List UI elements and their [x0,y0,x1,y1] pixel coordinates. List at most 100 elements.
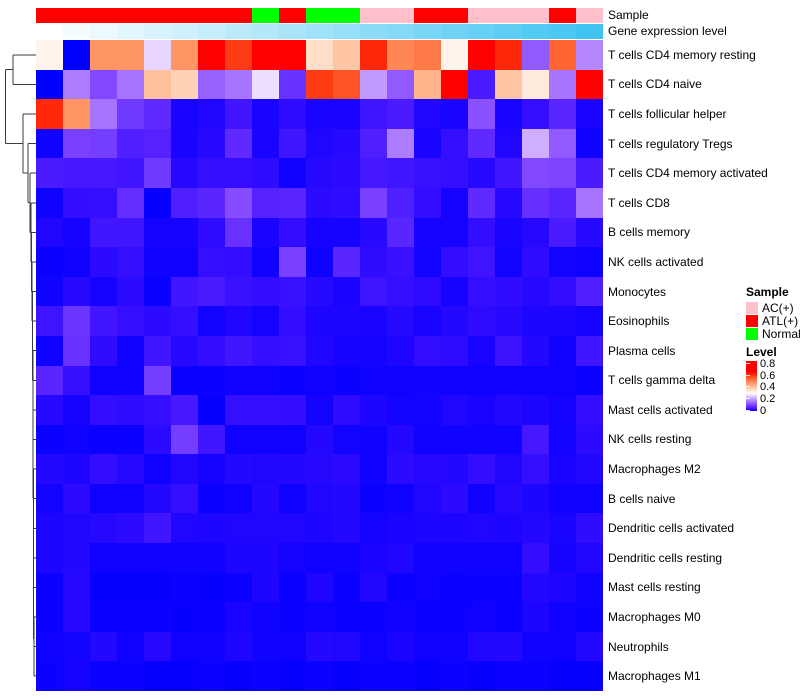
heatmap-cell [387,454,414,484]
heatmap-cell [171,187,198,218]
heatmap-cell [387,424,414,455]
heatmap-cell [495,128,522,159]
heatmap-cell [441,158,468,188]
heatmap-cell [360,128,387,159]
heatmap-cell [441,306,468,336]
heatmap-cell [171,661,198,691]
sample-annotation-cell [576,8,603,23]
heatmap-cell [522,572,549,603]
heatmap-cell [117,40,144,70]
heatmap-cell [36,69,63,100]
heatmap-cell [414,128,441,159]
heatmap-cell [171,631,198,662]
heatmap-cell [441,128,468,159]
level-tick-mark [746,398,750,400]
heatmap-cell [117,158,144,188]
heatmap-cell [576,40,603,70]
heatmap-cell [90,483,117,514]
heatmap-cell [171,602,198,632]
heatmap-cell [279,543,306,573]
heatmap-cell [225,543,252,573]
heatmap-cell [441,99,468,129]
heatmap-cell [225,187,252,218]
heatmap-cell [333,276,360,307]
heatmap-cell [90,365,117,396]
heatmap-cell [225,424,252,455]
heatmap-cell [198,217,225,248]
heatmap-cell [252,631,279,662]
heatmap-cell [144,306,171,336]
heatmap-cell [333,543,360,573]
heatmap-cell [117,424,144,455]
heatmap-cell [414,99,441,129]
heatmap-cell [414,217,441,248]
heatmap-cell [171,158,198,188]
heatmap-cell [63,572,90,603]
heatmap-cell [225,158,252,188]
gene-expression-annotation-bar [36,24,603,39]
heatmap-cell [117,128,144,159]
heatmap-cell [360,631,387,662]
heatmap-cell [252,513,279,544]
heatmap-cell [144,187,171,218]
heatmap-cell [441,661,468,691]
heatmap-cell [225,365,252,396]
heatmap-cell [279,69,306,100]
heatmap-cell [333,661,360,691]
heatmap-cell [144,365,171,396]
heatmap-cell [144,424,171,455]
heatmap-cell [333,40,360,70]
expr-annotation-cell [252,24,279,39]
heatmap-cell [522,247,549,277]
heatmap-cell [576,306,603,336]
heatmap-cell [198,483,225,514]
expr-annotation-cell [117,24,144,39]
heatmap-cell [441,543,468,573]
heatmap-cell [495,187,522,218]
heatmap-cell [468,187,495,218]
heatmap-cell [144,543,171,573]
heatmap-cell [549,40,576,70]
heatmap-cell [549,128,576,159]
heatmap-cell [144,99,171,129]
heatmap-cell [171,69,198,100]
heatmap-cell [468,454,495,484]
heatmap-cell [279,424,306,455]
heatmap-cell [36,158,63,188]
heatmap-cell [549,365,576,396]
heatmap-cell [468,483,495,514]
heatmap-cell [414,483,441,514]
heatmap-cell [306,40,333,70]
heatmap-cell [171,128,198,159]
heatmap-cell [279,661,306,691]
heatmap-cell [360,217,387,248]
heatmap-cell [225,631,252,662]
heatmap-cell [522,395,549,425]
heatmap-cell [306,424,333,455]
heatmap-cell [306,69,333,100]
heatmap-cell [252,128,279,159]
heatmap-cell [495,572,522,603]
sample-annotation-cell [171,8,198,23]
heatmap-cell [198,513,225,544]
heatmap-cell [576,158,603,188]
heatmap-cell [306,572,333,603]
row-label: T cells regulatory Tregs [608,136,733,151]
heatmap-cell [279,454,306,484]
legend: Sample AC(+) ATL(+) Normal Level 0.8 0.6 0.4… [746,286,800,417]
heatmap-cell [252,424,279,455]
heatmap-cell [36,424,63,455]
heatmap-cell [495,217,522,248]
heatmap-cell [468,40,495,70]
heatmap-cell [360,483,387,514]
heatmap-cell [252,69,279,100]
heatmap-cell [63,631,90,662]
heatmap-cell [225,40,252,70]
heatmap-cell [63,276,90,307]
heatmap-cell [252,572,279,603]
sample-annotation-cell [360,8,387,23]
heatmap-cell [90,247,117,277]
heatmap-cell [90,158,117,188]
heatmap-cell [333,335,360,366]
heatmap-cell [549,572,576,603]
